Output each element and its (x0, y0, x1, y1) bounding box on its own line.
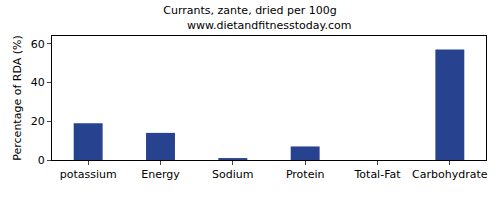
svg-text:potassium: potassium (60, 168, 117, 181)
svg-text:www.dietandfitnesstoday.com: www.dietandfitnesstoday.com (187, 19, 351, 32)
svg-text:Currants, zante, dried per 100: Currants, zante, dried per 100g (163, 4, 336, 17)
svg-text:Energy: Energy (141, 168, 180, 181)
svg-text:Percentage of RDA (%): Percentage of RDA (%) (11, 35, 24, 160)
svg-text:0: 0 (38, 154, 45, 167)
svg-text:60: 60 (31, 38, 45, 51)
svg-text:40: 40 (31, 76, 45, 89)
svg-text:Protein: Protein (286, 168, 325, 181)
svg-text:Carbohydrate: Carbohydrate (412, 168, 488, 181)
svg-text:Sodium: Sodium (212, 168, 253, 181)
svg-text:20: 20 (31, 115, 45, 128)
svg-text:Total-Fat: Total-Fat (353, 168, 401, 181)
